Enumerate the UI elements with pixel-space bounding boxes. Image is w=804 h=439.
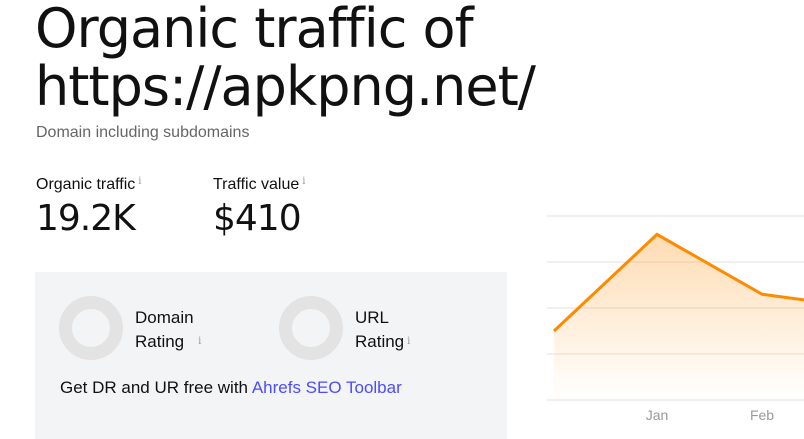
x-tick-label: Feb [750, 407, 774, 423]
label-line: Rating [135, 332, 185, 351]
label-line: URL [355, 308, 390, 327]
metric-organic-traffic: Organic traffic i 19.2K [36, 176, 142, 239]
area-fill [554, 234, 804, 400]
traffic-line [552, 232, 804, 333]
info-icon[interactable]: i [138, 176, 142, 187]
x-tick-label: Jan [646, 407, 669, 423]
traffic-chart: Jan Feb [547, 215, 804, 423]
ahrefs-toolbar-link[interactable]: Ahrefs SEO Toolbar [251, 378, 402, 397]
label-line: Domain [135, 308, 194, 327]
info-icon[interactable]: i [198, 336, 202, 347]
metric-value: 19.2K [36, 198, 136, 239]
info-icon[interactable]: i [302, 176, 306, 187]
promo-text: Get DR and UR free with [60, 378, 252, 397]
ratings-panel: Domain Rating i URL Rating i Get DR and UR f… [35, 272, 507, 439]
metric-label: Traffic value [213, 176, 300, 193]
toolbar-promo: Get DR and UR free with Ahrefs SEO Toolb… [60, 378, 402, 398]
url-rating-ring [279, 296, 343, 360]
info-icon[interactable]: i [407, 336, 411, 347]
page-subtitle: Domain including subdomains [36, 124, 250, 141]
domain-rating-label: Domain Rating i [135, 306, 201, 354]
metric-traffic-value: Traffic value i $410 [213, 176, 305, 239]
label-line: Rating [355, 332, 405, 351]
url-rating-label: URL Rating i [355, 306, 410, 354]
page-title: Organic traffic of https://apkpng.net/ [35, 0, 536, 118]
domain-rating-ring [59, 296, 123, 360]
metric-label: Organic traffic [36, 176, 136, 193]
metric-value: $410 [213, 198, 302, 239]
